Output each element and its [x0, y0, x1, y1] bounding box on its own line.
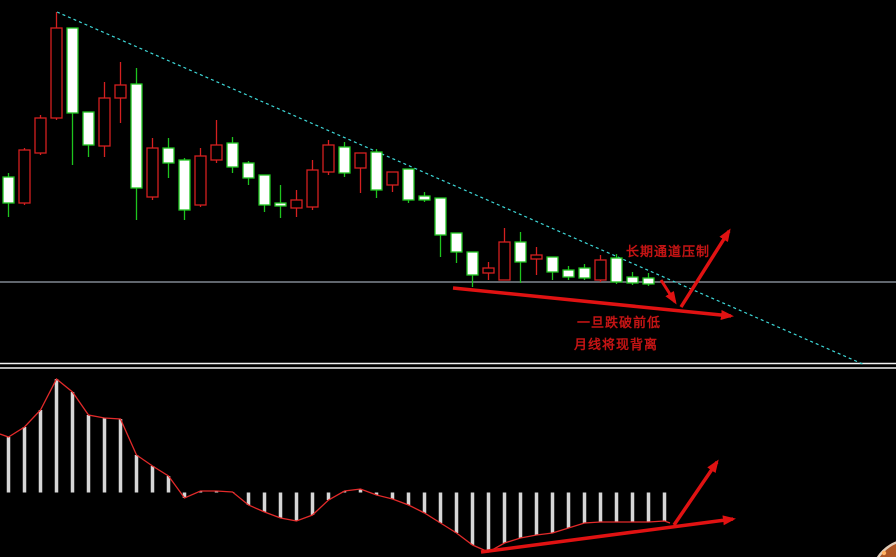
candle-body — [258, 174, 271, 206]
candle-body — [354, 152, 367, 169]
histogram-bar — [294, 492, 299, 521]
histogram-bar — [166, 476, 171, 493]
candle-body — [114, 84, 127, 99]
candle-body — [562, 269, 575, 278]
candle-body — [18, 149, 31, 204]
histogram-bar — [326, 492, 331, 500]
candle-body — [626, 276, 639, 284]
candle-body — [194, 155, 207, 206]
histogram-bar — [278, 492, 283, 518]
candle-body — [322, 144, 335, 173]
candle-body — [162, 147, 175, 164]
annotation-arrow — [480, 515, 736, 554]
histogram-bar — [54, 379, 59, 493]
candle-body — [482, 267, 495, 274]
histogram-bar — [198, 491, 203, 493]
annotation-arrow — [679, 228, 731, 308]
histogram-bar — [310, 492, 315, 515]
histogram-bar — [534, 492, 539, 535]
histogram-bar — [214, 491, 219, 493]
candle-body — [98, 97, 111, 147]
annotation-arrow — [672, 459, 719, 526]
annotation-monthly-divergence-label: 月线将现背离 — [574, 338, 659, 353]
histogram-bar — [486, 492, 491, 552]
candle-body — [242, 162, 255, 179]
histogram-bar — [566, 492, 571, 528]
annotation-arrow — [659, 279, 677, 305]
watermark-logo-highlight — [881, 550, 887, 556]
candle-body — [642, 277, 655, 285]
candle-body — [210, 144, 223, 161]
histogram-bar — [150, 466, 155, 493]
histogram-bar — [550, 492, 555, 533]
histogram-bar — [662, 492, 667, 521]
candle-body — [226, 142, 239, 168]
histogram-bar — [646, 492, 651, 522]
histogram-bar — [38, 410, 43, 493]
candle-body — [498, 241, 511, 281]
candle-body — [434, 197, 447, 236]
histogram-bar — [342, 491, 347, 493]
candle-body — [66, 27, 79, 114]
candle-body — [290, 199, 303, 209]
candle-body — [178, 159, 191, 211]
candle-body — [610, 257, 623, 283]
candle-body — [130, 83, 143, 189]
histogram-bar — [358, 489, 363, 493]
histogram-bar — [438, 492, 443, 523]
annotation-channel-pressure-label: 长期通道压制 — [626, 245, 711, 260]
candle-body — [546, 256, 559, 273]
candle-body — [50, 27, 63, 119]
candle-body — [386, 171, 399, 186]
histogram-bar — [70, 392, 75, 493]
candle-body — [450, 232, 463, 253]
candle-body — [594, 259, 607, 281]
annotation-break-previous-low-label: 一旦跌破前低 — [577, 316, 662, 331]
candle-body — [418, 195, 431, 201]
candle-body — [370, 151, 383, 191]
histogram-bar — [422, 492, 427, 513]
annotation-arrow — [452, 286, 734, 320]
candle-body — [82, 111, 95, 146]
histogram-bar — [390, 492, 395, 499]
histogram-bar — [22, 427, 27, 493]
histogram-bar — [518, 492, 523, 538]
histogram-bar — [614, 492, 619, 522]
histogram-bar — [470, 492, 475, 545]
histogram-bar — [6, 437, 11, 493]
histogram-bar — [262, 492, 267, 512]
candle-body — [2, 176, 15, 204]
histogram-bar — [582, 492, 587, 523]
indicator-signal-line — [0, 377, 671, 553]
candle-body — [338, 146, 351, 174]
candle-body — [274, 202, 287, 207]
histogram-bar — [406, 492, 411, 505]
histogram-bar — [118, 419, 123, 493]
histogram-bar — [374, 492, 379, 495]
candle-body — [530, 254, 543, 260]
candle-body — [306, 169, 319, 208]
channel-trendline — [56, 11, 866, 366]
histogram-bar — [502, 492, 507, 543]
candle-body — [466, 251, 479, 276]
histogram-bar — [86, 415, 91, 493]
candle-body — [34, 117, 47, 154]
candle-body — [402, 168, 415, 201]
candle-body — [514, 241, 527, 263]
histogram-bar — [598, 492, 603, 522]
histogram-bar — [102, 418, 107, 493]
histogram-bar — [246, 492, 251, 505]
histogram-bar — [134, 455, 139, 493]
candle-body — [146, 147, 159, 198]
histogram-bar — [182, 492, 187, 498]
histogram-bar — [454, 492, 459, 533]
histogram-bar — [630, 492, 635, 522]
candle-body — [578, 267, 591, 279]
